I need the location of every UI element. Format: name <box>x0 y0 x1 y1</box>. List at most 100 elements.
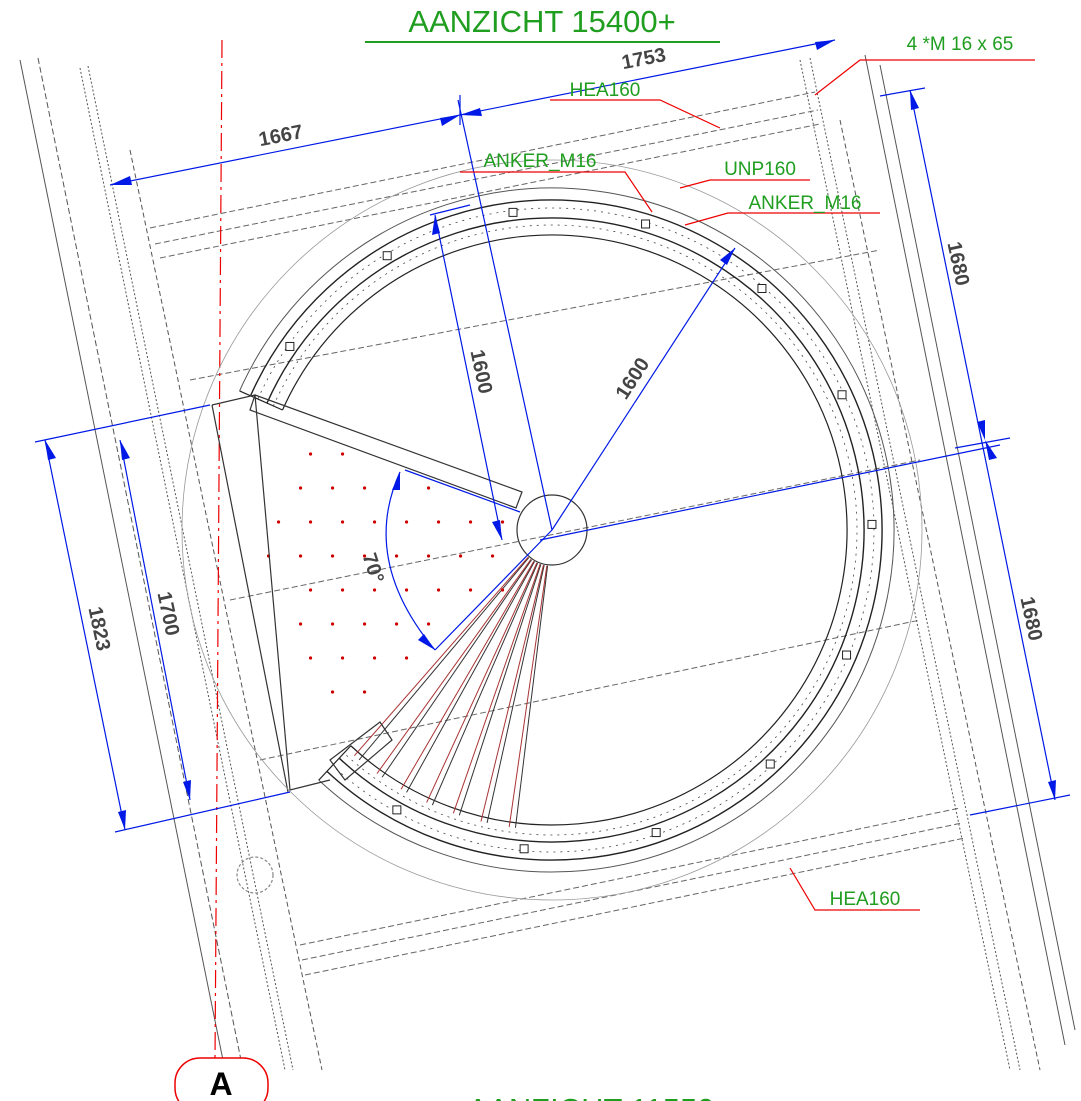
ring-end <box>318 745 352 781</box>
label: ANKER_M16 <box>749 193 862 214</box>
tread <box>431 562 539 806</box>
dimension: 1680 <box>942 240 973 288</box>
bolt <box>382 251 392 261</box>
bolt <box>651 828 661 838</box>
dot <box>308 656 313 660</box>
dot <box>490 554 495 558</box>
tread <box>486 565 545 823</box>
dot <box>372 656 377 660</box>
label: 4 *M 16 x 65 <box>907 34 1014 55</box>
tread <box>358 557 530 761</box>
ring-arc <box>257 207 875 853</box>
tread <box>426 562 538 803</box>
centerline <box>214 39 223 1061</box>
label: HEA160 <box>570 80 641 101</box>
bolt <box>842 650 852 660</box>
grid-marker-bubble <box>174 1057 269 1101</box>
frame <box>19 54 1076 1071</box>
dot <box>330 622 335 626</box>
dimension: 1600 <box>612 354 655 403</box>
dot <box>340 520 345 524</box>
bolt <box>641 219 651 229</box>
tread <box>406 561 535 793</box>
dimension: 1667 <box>257 121 305 151</box>
dot <box>308 588 313 592</box>
dot <box>362 554 367 558</box>
dot <box>394 554 399 558</box>
dot <box>436 520 441 524</box>
dot <box>298 554 303 558</box>
dot <box>362 486 367 490</box>
bolt <box>508 207 518 217</box>
dot <box>340 452 345 456</box>
dot <box>362 622 367 626</box>
label: ANKER_M16 <box>484 151 597 172</box>
dot <box>308 520 313 524</box>
dimension: 70° <box>358 550 388 586</box>
dot <box>500 588 505 592</box>
landing <box>181 159 923 901</box>
bolt <box>765 759 775 769</box>
title: AANZICHT 15400+ <box>408 4 675 39</box>
tread <box>458 564 542 816</box>
bolt <box>757 283 767 293</box>
dimension-lines <box>34 39 1071 833</box>
tread <box>514 565 549 828</box>
bolt <box>867 519 877 529</box>
stair-treads <box>354 556 549 828</box>
ring-arc <box>249 199 883 861</box>
dot <box>404 520 409 524</box>
dimension: 1753 <box>620 44 668 74</box>
dimension: 1823 <box>83 605 114 653</box>
bolt <box>837 390 847 400</box>
label: HEA160 <box>830 889 901 910</box>
dot <box>276 520 281 524</box>
next-view-title: AANZICHT 11550+ <box>467 1092 732 1101</box>
bolt <box>392 805 402 815</box>
dot <box>372 520 377 524</box>
dimension: 1680 <box>1015 595 1046 643</box>
dot <box>426 486 431 490</box>
grid-marker: A <box>209 1066 232 1101</box>
dot <box>404 588 409 592</box>
dot <box>404 656 409 660</box>
dimension-arrows <box>45 40 1056 830</box>
dot <box>340 656 345 660</box>
dot <box>436 588 441 592</box>
tread <box>354 556 529 757</box>
ring-arc <box>266 217 865 843</box>
dot <box>426 554 431 558</box>
ring-end <box>239 390 283 411</box>
bolt <box>285 341 295 351</box>
tread <box>381 559 533 778</box>
tread <box>376 558 532 774</box>
dot <box>372 588 377 592</box>
dot <box>330 486 335 490</box>
ring-arc <box>239 187 895 873</box>
bolt <box>519 844 529 854</box>
dot <box>458 554 463 558</box>
dot <box>394 622 399 626</box>
stair-ring <box>239 187 895 873</box>
dot <box>426 622 431 626</box>
dot <box>468 588 473 592</box>
dimension: 1600 <box>465 348 496 396</box>
leaders <box>460 59 1035 911</box>
dot <box>298 486 303 490</box>
dot <box>308 452 313 456</box>
dot <box>340 588 345 592</box>
dot <box>298 622 303 626</box>
ring-arc <box>281 234 848 826</box>
ring-arc <box>273 224 858 836</box>
dot <box>330 690 335 694</box>
dot <box>468 520 473 524</box>
dot <box>362 690 367 694</box>
tread <box>508 565 548 828</box>
label: UNP160 <box>724 159 796 180</box>
tread <box>452 563 541 814</box>
tread <box>480 564 544 822</box>
tread <box>400 560 535 790</box>
dot <box>500 520 505 524</box>
